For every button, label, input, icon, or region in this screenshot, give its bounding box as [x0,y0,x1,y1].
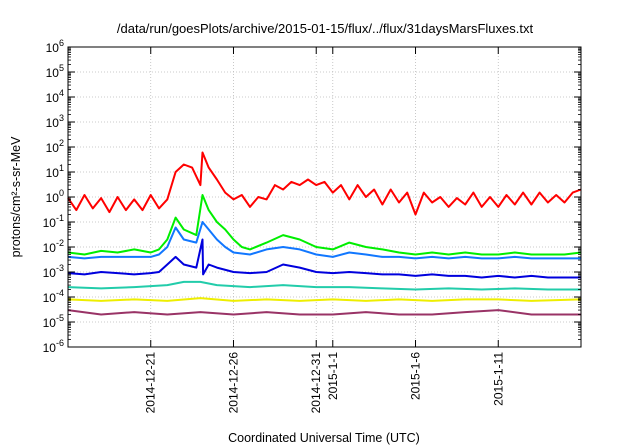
y-tick-base: 10 [46,41,60,55]
x-tick-label: 2015-1-11 [491,352,505,406]
y-tick-exponent: 1 [59,163,64,173]
series-line-4 [67,238,581,279]
series-line-3 [67,221,581,260]
y-tick-base: 10 [46,116,60,130]
y-tick-label: 10-6 [43,338,64,355]
y-tick-exponent: 0 [59,188,64,198]
y-tick-exponent: -2 [56,238,64,248]
grid-lines [68,47,581,347]
y-tick-label: 105 [46,63,64,80]
x-tick-label: 2014-12-21 [144,352,158,414]
y-tick-exponent: -1 [56,213,64,223]
x-axis-label: Coordinated Universal Time (UTC) [228,431,420,445]
y-tick-label: 103 [46,113,64,130]
y-tick-base: 10 [43,291,57,305]
y-tick-label: 106 [46,38,64,55]
x-tick-label: 2014-12-26 [226,352,240,414]
y-tick-base: 10 [46,191,60,205]
y-tick-label: 10-2 [43,238,64,255]
y-tick-exponent: -3 [56,263,64,273]
y-tick-label: 100 [46,188,64,205]
series-line-5 [67,280,581,291]
y-tick-base: 10 [46,141,60,155]
series-line-6 [67,297,582,302]
y-tick-exponent: 6 [59,38,64,48]
y-axis-ticks: 10-610-510-410-310-210-11001011021031041… [43,38,581,355]
series-line-7 [67,309,581,316]
series-line-1 [67,151,582,216]
y-tick-exponent: 3 [59,113,64,123]
y-tick-exponent: 4 [59,88,64,98]
series-layer [67,151,582,316]
y-tick-label: 101 [46,163,64,180]
y-tick-label: 10-1 [43,213,64,230]
y-tick-base: 10 [43,241,57,255]
x-tick-label: 2015-1-1 [326,352,340,400]
y-tick-label: 10-4 [43,288,64,305]
y-tick-exponent: 5 [59,63,64,73]
y-tick-exponent: -4 [56,288,64,298]
series-line-2 [67,194,582,256]
x-tick-label: 2014-12-31 [309,352,323,414]
y-tick-label: 10-5 [43,313,64,330]
y-tick-label: 104 [46,88,64,105]
y-tick-base: 10 [43,266,57,280]
y-tick-base: 10 [43,316,57,330]
x-tick-label: 2015-1-6 [409,352,423,400]
y-tick-base: 10 [46,166,60,180]
x-axis-ticks: 2014-12-21 2014-12-26 2014-12-31 2015-1-1 20… [144,47,505,414]
chart-title: /data/run/goesPlots/archive/2015-01-15/f… [117,21,534,36]
y-tick-exponent: -6 [56,338,64,348]
y-axis-label: protons/cm²-s-sr-MeV [9,136,23,258]
y-tick-base: 10 [43,216,57,230]
y-tick-base: 10 [43,341,57,355]
y-tick-label: 10-3 [43,263,64,280]
y-tick-exponent: -5 [56,313,64,323]
y-tick-base: 10 [46,91,60,105]
y-tick-label: 102 [46,138,64,155]
y-tick-exponent: 2 [59,138,64,148]
y-tick-base: 10 [46,66,60,80]
